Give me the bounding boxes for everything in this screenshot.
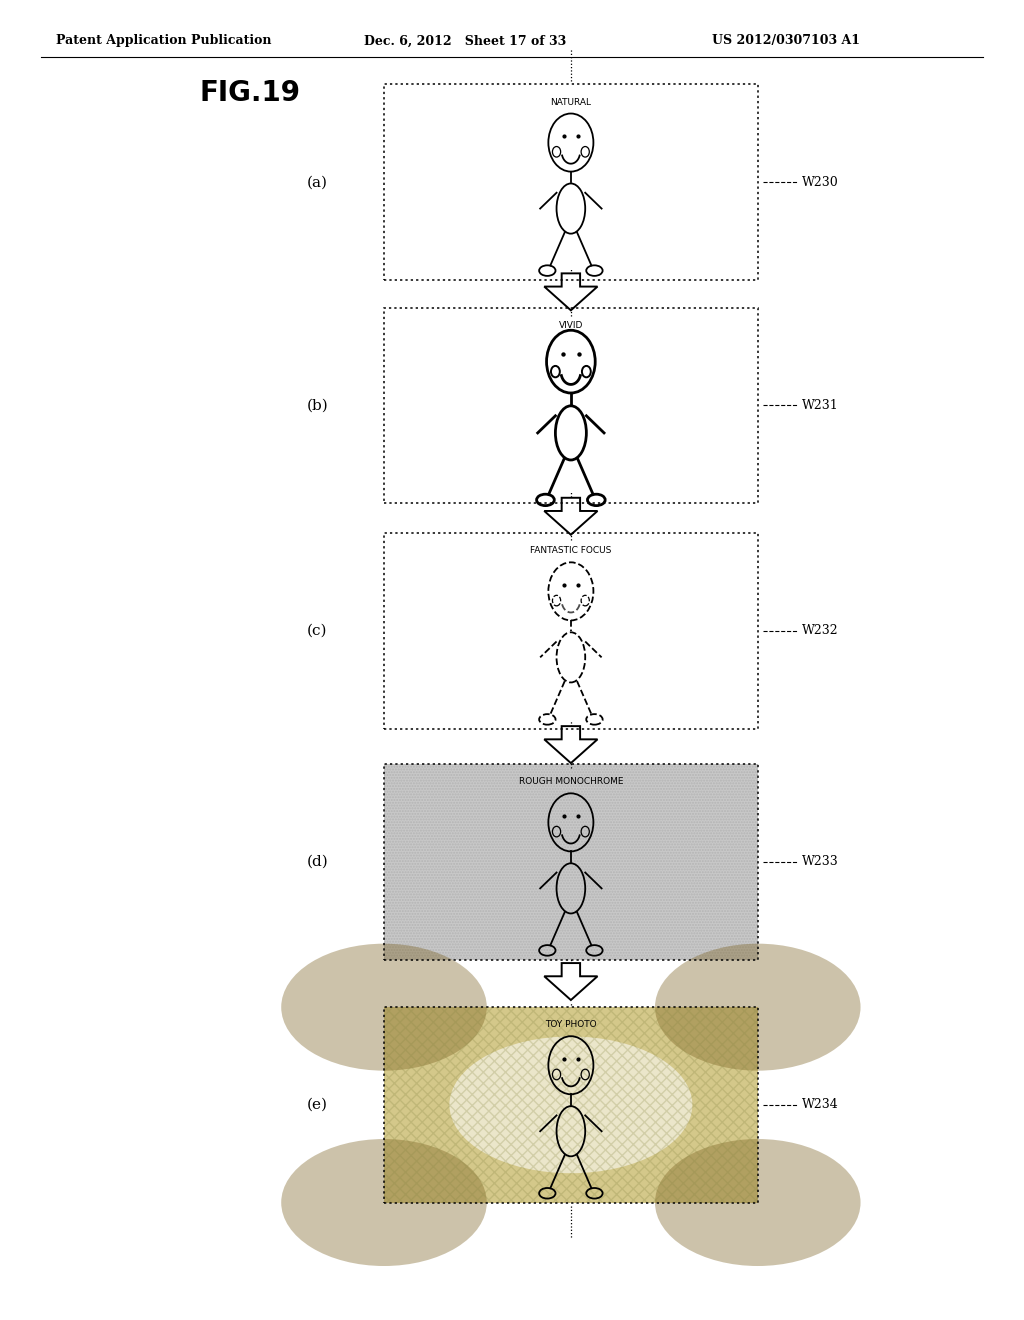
Text: (c): (c)	[307, 624, 328, 638]
Polygon shape	[545, 726, 598, 763]
Bar	[384, 764, 758, 960]
Bar	[384, 84, 758, 280]
Polygon shape	[545, 273, 598, 310]
Text: W233: W233	[802, 855, 839, 869]
Bar	[384, 308, 758, 503]
Ellipse shape	[450, 1036, 692, 1173]
Ellipse shape	[655, 1139, 860, 1266]
Text: Dec. 6, 2012   Sheet 17 of 33: Dec. 6, 2012 Sheet 17 of 33	[364, 34, 566, 48]
Text: (e): (e)	[307, 1098, 328, 1111]
Ellipse shape	[282, 944, 486, 1071]
Ellipse shape	[655, 944, 860, 1071]
Text: W234: W234	[802, 1098, 839, 1111]
Bar	[384, 764, 758, 960]
Text: FANTASTIC FOCUS: FANTASTIC FOCUS	[530, 546, 611, 556]
Text: (d): (d)	[306, 855, 329, 869]
Bar	[384, 1007, 758, 1203]
Text: TOY PHOTO: TOY PHOTO	[545, 1020, 597, 1030]
Bar	[384, 533, 758, 729]
Text: NATURAL: NATURAL	[550, 98, 592, 107]
Bar	[384, 308, 758, 503]
Text: W230: W230	[802, 176, 839, 189]
Bar	[384, 533, 758, 729]
Text: Patent Application Publication: Patent Application Publication	[56, 34, 271, 48]
Bar	[384, 1007, 758, 1203]
Text: W232: W232	[802, 624, 839, 638]
Polygon shape	[545, 964, 598, 1001]
Text: ROUGH MONOCHROME: ROUGH MONOCHROME	[518, 777, 624, 787]
Ellipse shape	[282, 1139, 486, 1266]
Text: W231: W231	[802, 399, 839, 412]
Text: FIG.19: FIG.19	[200, 79, 301, 107]
Text: (a): (a)	[307, 176, 328, 189]
Text: (b): (b)	[306, 399, 329, 412]
Polygon shape	[545, 498, 598, 535]
Bar	[384, 764, 758, 960]
Bar	[384, 84, 758, 280]
Bar	[384, 1007, 758, 1203]
Text: VIVID: VIVID	[559, 321, 583, 330]
Text: US 2012/0307103 A1: US 2012/0307103 A1	[712, 34, 860, 48]
